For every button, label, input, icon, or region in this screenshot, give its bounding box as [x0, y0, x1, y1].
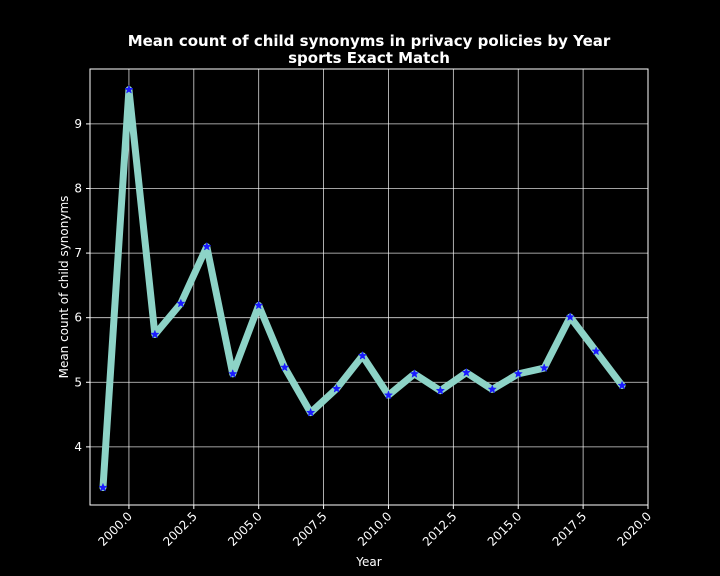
data-point — [539, 363, 549, 373]
data-point — [565, 312, 575, 321]
y-tick-label: 7 — [74, 246, 82, 260]
data-point — [383, 390, 394, 400]
chart-subtitle: sports Exact Match — [288, 49, 450, 67]
data-point — [176, 298, 186, 308]
data-point — [591, 346, 601, 356]
data-point — [487, 384, 497, 394]
data-point — [228, 368, 238, 378]
grid — [90, 69, 649, 505]
y-axis-label: Mean count of child synonyms — [57, 196, 71, 379]
data-point — [617, 380, 627, 390]
data-point — [98, 482, 108, 492]
plot-area — [98, 84, 627, 492]
data-point — [331, 383, 342, 393]
y-tick-label: 4 — [74, 440, 82, 454]
data-point — [279, 362, 290, 372]
plot-frame — [89, 68, 649, 506]
y-tick-label: 8 — [74, 181, 82, 195]
data-point — [513, 368, 523, 378]
data-point — [435, 385, 446, 395]
data-point — [254, 300, 264, 310]
data-point — [461, 367, 471, 377]
data-point — [124, 84, 134, 94]
chart-title: Mean count of child synonyms in privacy … — [128, 32, 611, 50]
data-point — [409, 368, 420, 378]
y-tick-label: 6 — [74, 311, 82, 325]
y-tick-label: 9 — [74, 117, 82, 131]
x-axis-label: Year — [355, 555, 381, 569]
data-point — [202, 241, 212, 251]
data-point — [305, 407, 316, 417]
data-point — [357, 350, 368, 360]
y-tick-label: 5 — [74, 375, 82, 389]
data-point — [150, 329, 160, 339]
